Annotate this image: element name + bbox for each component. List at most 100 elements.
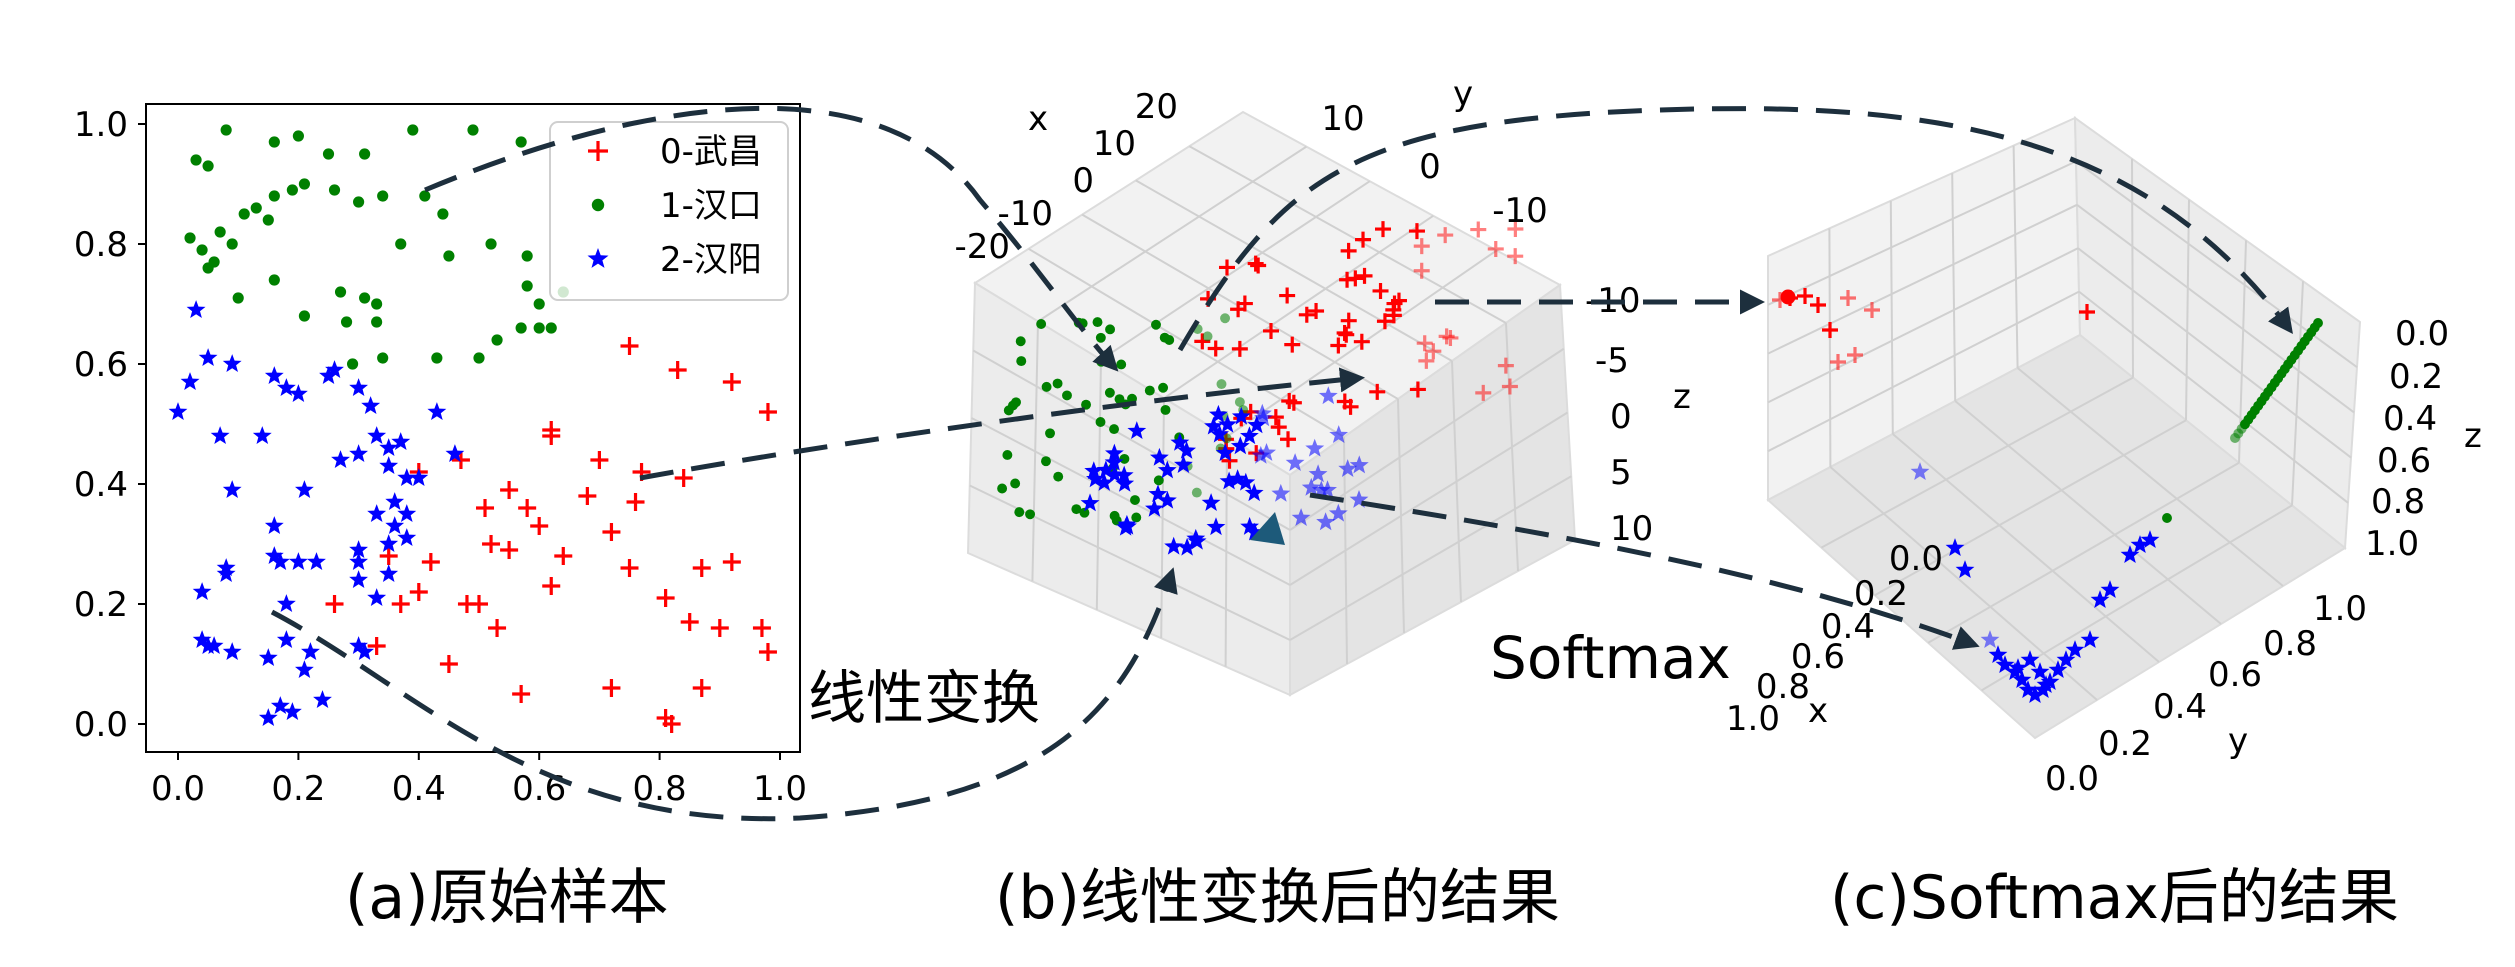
data-point-plus	[1830, 354, 1846, 370]
data-point-dot	[1164, 335, 1175, 345]
data-point-plus	[1280, 431, 1297, 448]
grid-line	[1135, 179, 1453, 362]
panel-c-x-tick: 0.4	[1821, 607, 1875, 647]
data-point-plus	[1413, 238, 1430, 255]
grid-line	[1767, 247, 2079, 404]
data-point-plus	[542, 577, 561, 595]
data-point-plus	[656, 589, 675, 607]
softmax-label: Softmax	[1490, 624, 1731, 692]
panel-b-x-tick: -10	[997, 194, 1053, 234]
data-point-plus	[620, 337, 639, 355]
data-point-dot	[2162, 513, 2172, 523]
data-point-plus	[1810, 297, 1826, 313]
data-point-dot	[1053, 471, 1064, 482]
grid-line	[1188, 145, 1507, 324]
data-point-plus	[1497, 357, 1514, 374]
data-point-dot	[292, 130, 304, 142]
data-point-star	[1988, 645, 2008, 663]
panel-c-x-tick: 0.8	[1756, 667, 1810, 707]
data-point-dot	[467, 124, 479, 136]
data-point-dot	[1010, 478, 1021, 489]
data-point-star	[1252, 403, 1272, 422]
data-point-star	[1291, 508, 1311, 526]
data-point-plus	[409, 583, 428, 601]
data-point-star	[180, 372, 200, 390]
data-point-plus	[1284, 336, 1301, 353]
data-point-plus	[1267, 409, 1284, 426]
data-point-plus	[1250, 257, 1267, 274]
data-point-dot	[491, 334, 503, 346]
data-point-star	[1271, 483, 1291, 502]
data-point-plus	[1279, 287, 1296, 304]
data-point-star	[1247, 415, 1267, 434]
data-point-plus	[530, 517, 549, 535]
data-point-plus	[542, 427, 561, 445]
data-point-plus	[1263, 322, 1279, 339]
data-point-star	[289, 384, 308, 402]
data-point-star	[1231, 406, 1251, 425]
grid-line	[1767, 160, 2077, 306]
data-point-dot	[1234, 397, 1245, 408]
data-point-star	[409, 468, 429, 486]
legend-marker-2	[587, 248, 609, 268]
legend-marker-0	[588, 141, 608, 161]
data-point-dot	[208, 256, 220, 268]
data-point-star	[198, 636, 218, 654]
data-point-star	[1117, 514, 1137, 533]
panel-b-z-tick: -5	[1595, 341, 1629, 381]
data-point-dot	[1158, 382, 1169, 393]
data-point-dot	[232, 292, 244, 304]
data-point-plus	[439, 655, 458, 673]
data-point-star	[1145, 498, 1164, 517]
data-point-star	[1240, 426, 1259, 445]
data-point-plus	[500, 481, 519, 499]
data-point-plus	[1847, 347, 1863, 363]
grid-line	[1767, 203, 2078, 355]
data-point-star	[1301, 477, 1321, 496]
grid-line	[972, 349, 1291, 531]
data-point-plus	[692, 559, 711, 577]
data-point-dot	[268, 274, 280, 286]
data-point-star	[1164, 536, 1184, 555]
data-point-plus	[1840, 290, 1856, 306]
data-point-star	[283, 702, 302, 720]
data-point-star	[1316, 512, 1336, 531]
data-point-dot	[377, 190, 389, 202]
data-point-star	[295, 480, 314, 498]
panel-c-z-label: z	[2464, 416, 2482, 456]
data-point-star	[222, 354, 242, 372]
data-point-star	[361, 396, 381, 414]
data-point-plus	[421, 553, 440, 571]
data-point-dot	[250, 202, 262, 214]
data-point-dot	[1216, 379, 1227, 390]
data-point-star	[1980, 630, 2000, 648]
data-point-star	[1157, 460, 1177, 479]
arrow-green-b-to-c	[1177, 106, 2293, 352]
data-point-dot	[1079, 507, 1090, 518]
panel-c-x-tick: 1.0	[1726, 699, 1780, 739]
data-point-star	[1955, 560, 1975, 578]
data-point-plus	[1390, 292, 1407, 309]
data-point-star	[1349, 490, 1369, 508]
data-point-plus	[692, 679, 711, 697]
data-point-star	[1240, 516, 1259, 535]
data-point-plus	[674, 469, 693, 487]
data-point-dot	[1144, 385, 1155, 396]
data-point-plus	[1409, 381, 1426, 398]
arrow-blue-head-b	[1250, 512, 1285, 545]
data-point-star	[1318, 386, 1338, 405]
data-point-dot	[1116, 359, 1127, 370]
data-point-dot	[1130, 495, 1140, 505]
data-point-plus	[1356, 267, 1373, 284]
panel-b-y-label: y	[1453, 74, 1473, 114]
data-point-plus	[680, 613, 699, 631]
data-point-dot	[220, 124, 232, 136]
grid-line	[2185, 199, 2190, 421]
data-point-star	[1910, 462, 1930, 480]
data-point-dot	[334, 286, 347, 298]
grid-line	[1927, 461, 2240, 644]
data-point-dot	[1780, 289, 1796, 305]
data-point-star	[264, 516, 284, 534]
data-point-star	[222, 480, 242, 498]
